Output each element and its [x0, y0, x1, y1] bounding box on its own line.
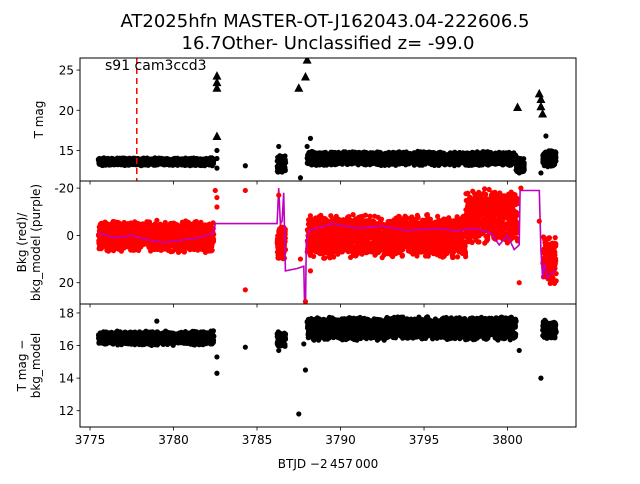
y-tick-label: 25: [59, 64, 74, 78]
outlier-point: [517, 170, 522, 175]
upper-limit-triangle: [513, 103, 522, 112]
panel-1: 15 20 25 T mag s91 cam3ccd3: [32, 55, 576, 184]
data-point: [553, 150, 558, 155]
outlier-point: [538, 170, 543, 175]
outlier-point: [308, 136, 313, 141]
outlier-point: [305, 144, 310, 149]
data-point: [211, 237, 216, 242]
data-point: [311, 254, 316, 259]
upper-limit-triangle: [536, 102, 545, 111]
upper-limit-triangle: [301, 72, 310, 81]
data-band-2: [275, 153, 289, 175]
data-band-2: [275, 224, 289, 261]
outlier-point: [276, 144, 281, 149]
upper-limit-triangle: [294, 83, 303, 92]
data-band-3: [305, 212, 469, 261]
data-point: [283, 168, 288, 173]
data-point: [522, 167, 527, 172]
outlier-point: [214, 148, 219, 153]
data-band-1: [96, 218, 216, 255]
y-tick-label: 15: [59, 144, 74, 158]
upper-limit-triangle: [212, 71, 221, 80]
outlier-point: [243, 163, 248, 168]
plot-area: [96, 185, 559, 306]
data-point: [154, 218, 159, 223]
data-band-5: [540, 148, 558, 169]
data-band-1: [96, 155, 216, 168]
data-band-3: [305, 149, 519, 168]
outlier-point: [298, 175, 303, 180]
y-axis-label: T mag: [32, 101, 46, 140]
upper-limit-triangle: [212, 131, 221, 140]
upper-limit-triangle: [303, 55, 312, 64]
outlier-point: [543, 133, 548, 138]
y-tick-label: 20: [59, 104, 74, 118]
data-point: [283, 160, 288, 165]
upper-limit-triangle: [538, 109, 547, 118]
data-point: [522, 160, 527, 165]
outlier-point: [214, 156, 219, 161]
sector-annotation: s91 cam3ccd3: [105, 58, 207, 74]
data-point: [553, 155, 558, 160]
outlier-point: [214, 166, 219, 171]
chart-title-line-2: 16.7Other- Unclassified z= -99.0: [182, 33, 475, 54]
upper-limit-triangle: [535, 89, 544, 98]
data-point: [210, 248, 215, 253]
chart-title-line-1: AT2025hfn MASTER-OT-J162043.04-222606.5: [120, 11, 529, 32]
